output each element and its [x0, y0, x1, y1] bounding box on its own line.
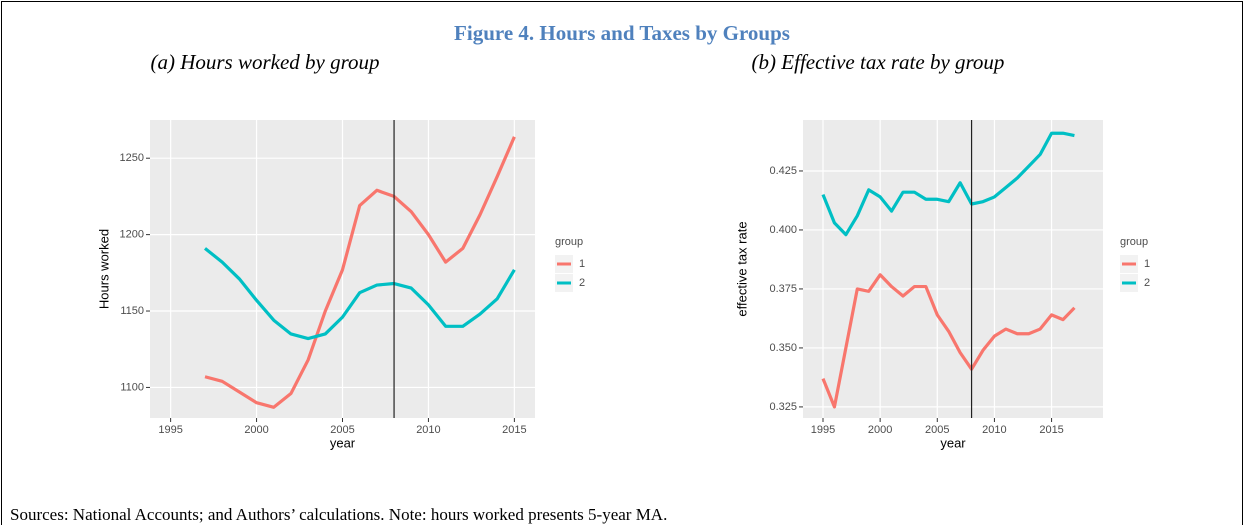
legend-label: 2: [1144, 277, 1150, 289]
y-tick-label: 1100: [120, 381, 144, 393]
y-tick-label: 1250: [120, 152, 144, 164]
legend-label: 2: [579, 277, 585, 289]
x-tick-label: 2010: [416, 424, 440, 436]
subtitle: (a) Hours worked by group: [150, 50, 379, 74]
x-tick-label: 2010: [982, 424, 1006, 436]
legend-title: group: [555, 236, 583, 248]
legend-title: group: [1120, 236, 1148, 248]
y-tick-label: 0.425: [769, 165, 797, 177]
x-tick-label: 2000: [868, 424, 892, 436]
y-axis-label: effective tax rate: [734, 221, 749, 316]
x-tick-label: 2015: [502, 424, 526, 436]
series-line: [204, 136, 516, 409]
series-line: [204, 247, 516, 341]
plot-panel: [803, 120, 1103, 418]
legend-label: 1: [579, 258, 585, 270]
y-tick-label: 0.375: [769, 283, 797, 295]
note: Sources: National Accounts; and Authors’…: [10, 505, 667, 524]
y-axis-label: Hours worked: [96, 229, 111, 309]
x-tick-label: 2005: [330, 424, 354, 436]
series-line: [821, 131, 1075, 237]
y-tick-label: 0.350: [769, 342, 797, 354]
figure-title: Figure 4. Hours and Taxes by Groups: [454, 21, 790, 45]
y-tick-label: 0.325: [769, 401, 797, 413]
x-tick-label: 2000: [244, 424, 268, 436]
x-tick-label: 2005: [925, 424, 949, 436]
legend-label: 1: [1144, 258, 1150, 270]
y-tick-label: 1200: [120, 229, 144, 241]
y-tick-label: 0.400: [769, 224, 797, 236]
x-axis-label: year: [330, 435, 356, 450]
subtitle: (b) Effective tax rate by group: [752, 50, 1005, 74]
x-tick-label: 2015: [1039, 424, 1063, 436]
x-tick-label: 1995: [811, 424, 835, 436]
y-tick-label: 1150: [120, 305, 144, 317]
x-axis-label: year: [940, 435, 966, 450]
series-line: [821, 273, 1076, 409]
x-tick-label: 1995: [158, 424, 182, 436]
